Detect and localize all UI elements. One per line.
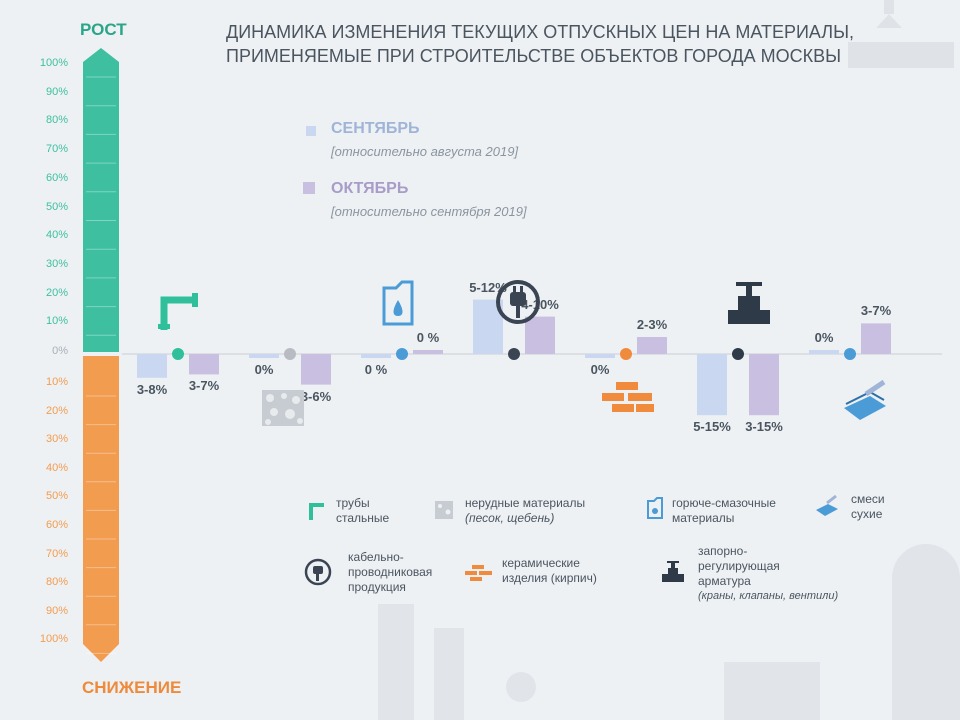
building-silhouette-right xyxy=(892,544,960,720)
legend-pipe-icon xyxy=(309,503,324,520)
pipe-icon xyxy=(158,293,198,330)
scale-tick-up: 60% xyxy=(45,171,68,184)
bar-value-label: 0 % xyxy=(416,330,440,345)
scale-tick-up: 10% xyxy=(45,315,68,328)
september-label: СЕНТЯБРЬ xyxy=(331,120,420,137)
legend-label-gravel: нерудные материалы (песок, щебень) xyxy=(465,496,586,525)
scale-tick-down: 50% xyxy=(45,490,68,503)
building-silhouette-left xyxy=(378,604,414,720)
category-dot xyxy=(172,348,184,360)
october-swatch xyxy=(303,182,315,194)
tower-silhouette xyxy=(434,628,464,720)
scale-tick-down: 20% xyxy=(45,404,68,417)
scale-tick-up: 50% xyxy=(45,200,68,213)
bar-value-label: 0% xyxy=(254,362,274,377)
legend-label-mixes: смеси сухие xyxy=(851,492,885,521)
category-dot xyxy=(844,348,856,360)
scale-tick-down: 60% xyxy=(45,519,68,531)
legend-label-valve: запорно-регулирующая арматура (краны, клап… xyxy=(698,544,839,602)
legend-label-pipes: трубы стальные xyxy=(336,496,390,525)
bar-value-label: 3-15% xyxy=(745,419,783,435)
legend-brick-icon xyxy=(465,565,492,581)
brick-icon xyxy=(602,382,654,412)
legend-valve-icon xyxy=(662,561,684,582)
zero-tick: 0% xyxy=(52,345,68,357)
october-bar xyxy=(301,354,331,385)
scale-tick-up: 90% xyxy=(45,85,68,98)
september-bar xyxy=(361,354,391,358)
tree-silhouette xyxy=(506,672,536,702)
october-bar xyxy=(413,350,443,354)
scale-thermometer xyxy=(83,48,119,662)
september-bar xyxy=(809,350,839,354)
title-line-2: ПРИМЕНЯЕМЫЕ ПРИ СТРОИТЕЛЬСТВЕ ОБЪЕКТОВ Г… xyxy=(226,46,842,66)
decline-label: СНИЖЕНИЕ xyxy=(82,678,182,697)
crane-silhouette xyxy=(846,0,958,70)
category-dot xyxy=(620,348,632,360)
legend-label-fuel: горюче-смазочные материалы xyxy=(672,496,776,525)
october-bar xyxy=(189,354,219,375)
october-bar xyxy=(749,354,779,416)
bar-value-label: 5-15% xyxy=(693,419,731,435)
september-sub: [относительно августа 2019] xyxy=(331,144,519,159)
september-bar xyxy=(249,354,279,358)
growth-label: РОСТ xyxy=(80,20,127,39)
legend-gravel-icon xyxy=(435,501,453,519)
bar-value-label: 2-3% xyxy=(636,317,668,332)
october-bar xyxy=(637,337,667,354)
scale-tick-down: 10% xyxy=(45,376,68,388)
scale-tick-down: 70% xyxy=(45,547,68,560)
october-bar xyxy=(861,323,891,354)
bar-value-label: 0% xyxy=(814,330,834,345)
bar-value-label: 4-10% xyxy=(521,296,559,312)
legend-canister-icon xyxy=(647,497,663,519)
category-dot xyxy=(732,348,744,360)
scale-tick-down: 40% xyxy=(45,461,68,474)
bar-value-label: 3-6% xyxy=(300,388,332,404)
october-label: ОКТЯБРЬ xyxy=(331,180,409,197)
scale-tick-up: 100% xyxy=(39,57,68,69)
gravel-icon xyxy=(262,390,304,426)
bar-value-label: 3-7% xyxy=(188,378,220,394)
bar-chart xyxy=(122,299,942,416)
scale-tick-up: 80% xyxy=(45,114,68,127)
bar-value-label: 5-12% xyxy=(469,279,507,295)
category-dot xyxy=(508,348,520,360)
legend-trowel-icon xyxy=(816,494,838,516)
legend-label-brick: керамические изделия (кирпич) xyxy=(502,556,597,585)
scale-tick-up: 40% xyxy=(45,229,68,242)
category-dot xyxy=(284,348,296,360)
bar-value-label: 0% xyxy=(590,362,610,377)
scale-tick-down: 100% xyxy=(39,633,68,646)
september-bar xyxy=(585,354,615,358)
bar-value-label: 3-8% xyxy=(136,381,168,397)
building-silhouette-mid xyxy=(724,662,820,720)
scale-tick-up: 30% xyxy=(45,257,68,270)
bar-value-label: 3-7% xyxy=(860,303,892,319)
october-sub: [относительно сентября 2019] xyxy=(331,204,527,219)
scale-tick-down: 90% xyxy=(45,604,68,617)
september-bar xyxy=(697,354,727,416)
scale-tick-up: 20% xyxy=(45,286,68,299)
scale-tick-up: 70% xyxy=(45,143,68,156)
plug-icon xyxy=(496,280,540,324)
trowel-icon xyxy=(844,379,886,420)
title-line-1: ДИНАМИКА ИЗМЕНЕНИЯ ТЕКУЩИХ ОТПУСКНЫХ ЦЕН… xyxy=(226,22,855,42)
valve-icon xyxy=(728,282,770,324)
legend-plug-icon xyxy=(304,558,332,586)
canister-icon xyxy=(382,280,414,326)
page-title: ДИНАМИКА ИЗМЕНЕНИЯ ТЕКУЩИХ ОТПУСКНЫХ ЦЕН… xyxy=(226,20,866,68)
september-bar xyxy=(137,354,167,378)
legend-label-cable: кабельно-проводниковая продукция xyxy=(348,550,433,594)
september-swatch xyxy=(306,126,316,136)
october-bar xyxy=(525,316,555,354)
scale-tick-down: 80% xyxy=(45,576,68,589)
bar-value-label: 0 % xyxy=(364,362,388,377)
category-dot xyxy=(396,348,408,360)
scale-tick-down: 30% xyxy=(45,433,68,446)
